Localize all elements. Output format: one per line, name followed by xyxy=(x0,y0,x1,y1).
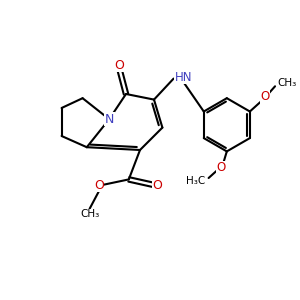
Text: O: O xyxy=(261,90,270,104)
Text: O: O xyxy=(94,178,104,191)
Text: N: N xyxy=(104,113,114,126)
Text: O: O xyxy=(217,161,226,174)
Text: HN: HN xyxy=(175,71,193,84)
Text: CH₃: CH₃ xyxy=(80,209,99,219)
Text: CH₃: CH₃ xyxy=(278,79,297,88)
Text: O: O xyxy=(152,178,162,191)
Text: O: O xyxy=(114,58,124,72)
Text: H₃C: H₃C xyxy=(186,176,205,186)
